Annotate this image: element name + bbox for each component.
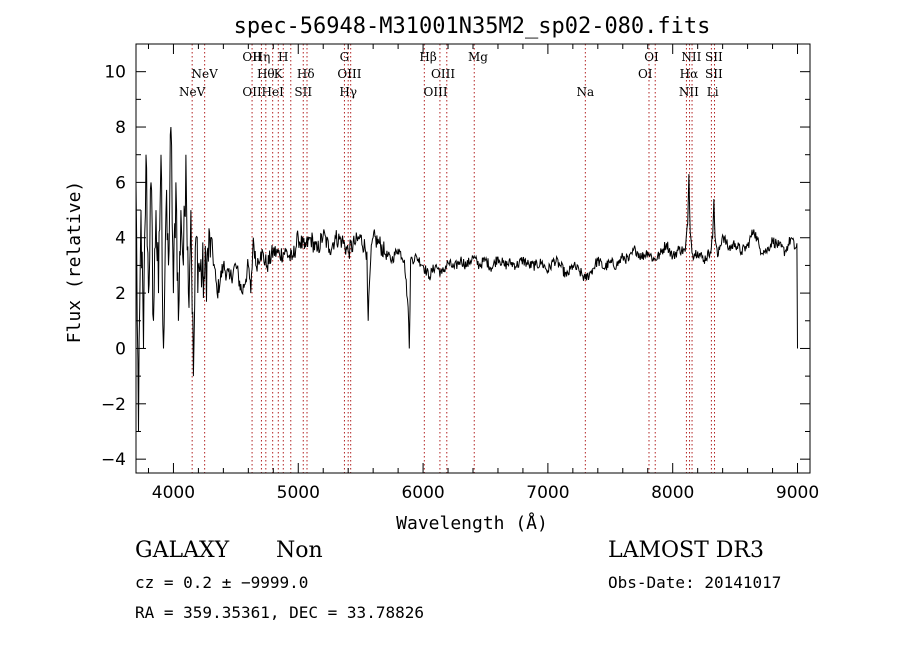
observation-date: Obs-Date: 20141017 — [608, 573, 782, 592]
y-tick-label-3: 2 — [115, 284, 126, 304]
x-tick-label-5: 9000 — [776, 483, 819, 503]
y-tick-label-2: 0 — [115, 339, 126, 359]
marker-label-3: OII — [242, 85, 262, 99]
x-tick-label-2: 6000 — [401, 483, 444, 503]
x-tick-label-0: 4000 — [152, 483, 195, 503]
marker-label-1: NeV — [192, 67, 219, 81]
marker-label-13: Hγ — [339, 85, 357, 99]
x-tick-label-3: 7000 — [526, 483, 569, 503]
marker-label-8: K — [274, 67, 284, 81]
y-axis-label: Flux (relative) — [64, 181, 85, 344]
y-tick-label-4: 4 — [115, 229, 126, 249]
marker-label-16: OIII — [424, 85, 448, 99]
marker-label-21: NII — [681, 50, 701, 64]
x-tick-label-1: 5000 — [277, 483, 320, 503]
marker-label-0: NeV — [179, 85, 206, 99]
y-tick-label-0: −4 — [101, 450, 126, 470]
marker-label-5: Hθ — [257, 67, 275, 81]
marker-label-20: OI — [638, 67, 653, 81]
redshift-cz: cz = 0.2 ± −9999.0 — [135, 573, 309, 592]
marker-label-17: Mg — [468, 50, 488, 64]
x-tick-label-4: 8000 — [651, 483, 694, 503]
y-tick-label-1: −2 — [101, 395, 126, 415]
plot-frame — [135, 43, 811, 474]
marker-label-12: OIII — [337, 67, 361, 81]
y-tick-label-5: 6 — [115, 173, 126, 193]
object-subclass: Non — [276, 538, 323, 563]
marker-label-6: HeI — [262, 85, 285, 99]
marker-label-15: OIII — [431, 67, 455, 81]
marker-label-11: G — [340, 50, 350, 64]
object-class: GALAXY — [135, 538, 230, 563]
marker-label-22: Hα — [680, 67, 699, 81]
marker-label-4: Hη — [253, 50, 271, 64]
x-axis-label: Wavelength (Å) — [396, 512, 548, 534]
chart-title: spec-56948-M31001N35M2_sp02-080.fits — [234, 14, 711, 39]
marker-label-14: Hβ — [419, 50, 436, 64]
marker-label-10: SII — [294, 85, 312, 99]
y-tick-label-7: 10 — [104, 63, 126, 83]
marker-label-18: Na — [577, 85, 595, 99]
marker-label-2: OII — [242, 50, 262, 64]
marker-label-9: Hδ — [297, 67, 315, 81]
survey-name: LAMOST DR3 — [608, 538, 764, 563]
marker-label-26: Li — [707, 85, 719, 99]
marker-label-23: NII — [679, 85, 699, 99]
plot-axes: 4000 5000 6000 7000 8000 9000 −4 −2 0 2 4 6 8 10 — [101, 43, 819, 503]
emission-line-markers — [191, 44, 716, 473]
marker-label-25: SII — [705, 67, 723, 81]
marker-label-19: OI — [644, 50, 659, 64]
spectrum-line — [135, 126, 798, 432]
marker-label-24: SII — [705, 50, 723, 64]
marker-label-7: H — [278, 50, 288, 64]
ra-dec-coordinates: RA = 359.35361, DEC = 33.78826 — [135, 603, 424, 622]
spectrum-series — [135, 126, 798, 432]
y-tick-label-6: 8 — [115, 118, 126, 138]
